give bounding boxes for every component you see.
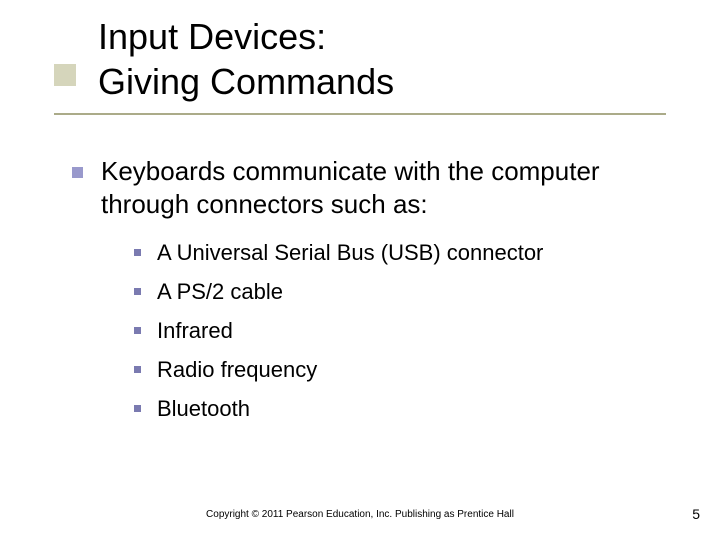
- level2-text: A PS/2 cable: [157, 275, 283, 308]
- bullet-level1: Keyboards communicate with the computer …: [72, 155, 680, 222]
- bullet-level2: Radio frequency: [134, 353, 680, 386]
- level2-group: A Universal Serial Bus (USB) connector A…: [134, 236, 680, 425]
- bullet-level2: A PS/2 cable: [134, 275, 680, 308]
- level2-text: A Universal Serial Bus (USB) connector: [157, 236, 543, 269]
- square-bullet-icon: [134, 249, 141, 256]
- bullet-level2: Bluetooth: [134, 392, 680, 425]
- title-underline: [54, 113, 666, 115]
- slide-body: Keyboards communicate with the computer …: [72, 155, 680, 431]
- bullet-level2: Infrared: [134, 314, 680, 347]
- square-bullet-icon: [134, 327, 141, 334]
- copyright-footer: Copyright © 2011 Pearson Education, Inc.…: [0, 509, 720, 520]
- title-line-1: Input Devices:: [98, 14, 394, 59]
- page-number: 5: [692, 506, 700, 522]
- level2-text: Bluetooth: [157, 392, 250, 425]
- square-bullet-icon: [134, 288, 141, 295]
- title-line-2: Giving Commands: [98, 59, 394, 104]
- title-accent-square: [54, 64, 76, 86]
- square-bullet-icon: [134, 405, 141, 412]
- level2-text: Infrared: [157, 314, 233, 347]
- bullet-level2: A Universal Serial Bus (USB) connector: [134, 236, 680, 269]
- slide-title: Input Devices: Giving Commands: [98, 14, 394, 104]
- square-bullet-icon: [134, 366, 141, 373]
- level1-text: Keyboards communicate with the computer …: [101, 155, 680, 222]
- square-bullet-icon: [72, 167, 83, 178]
- level2-text: Radio frequency: [157, 353, 317, 386]
